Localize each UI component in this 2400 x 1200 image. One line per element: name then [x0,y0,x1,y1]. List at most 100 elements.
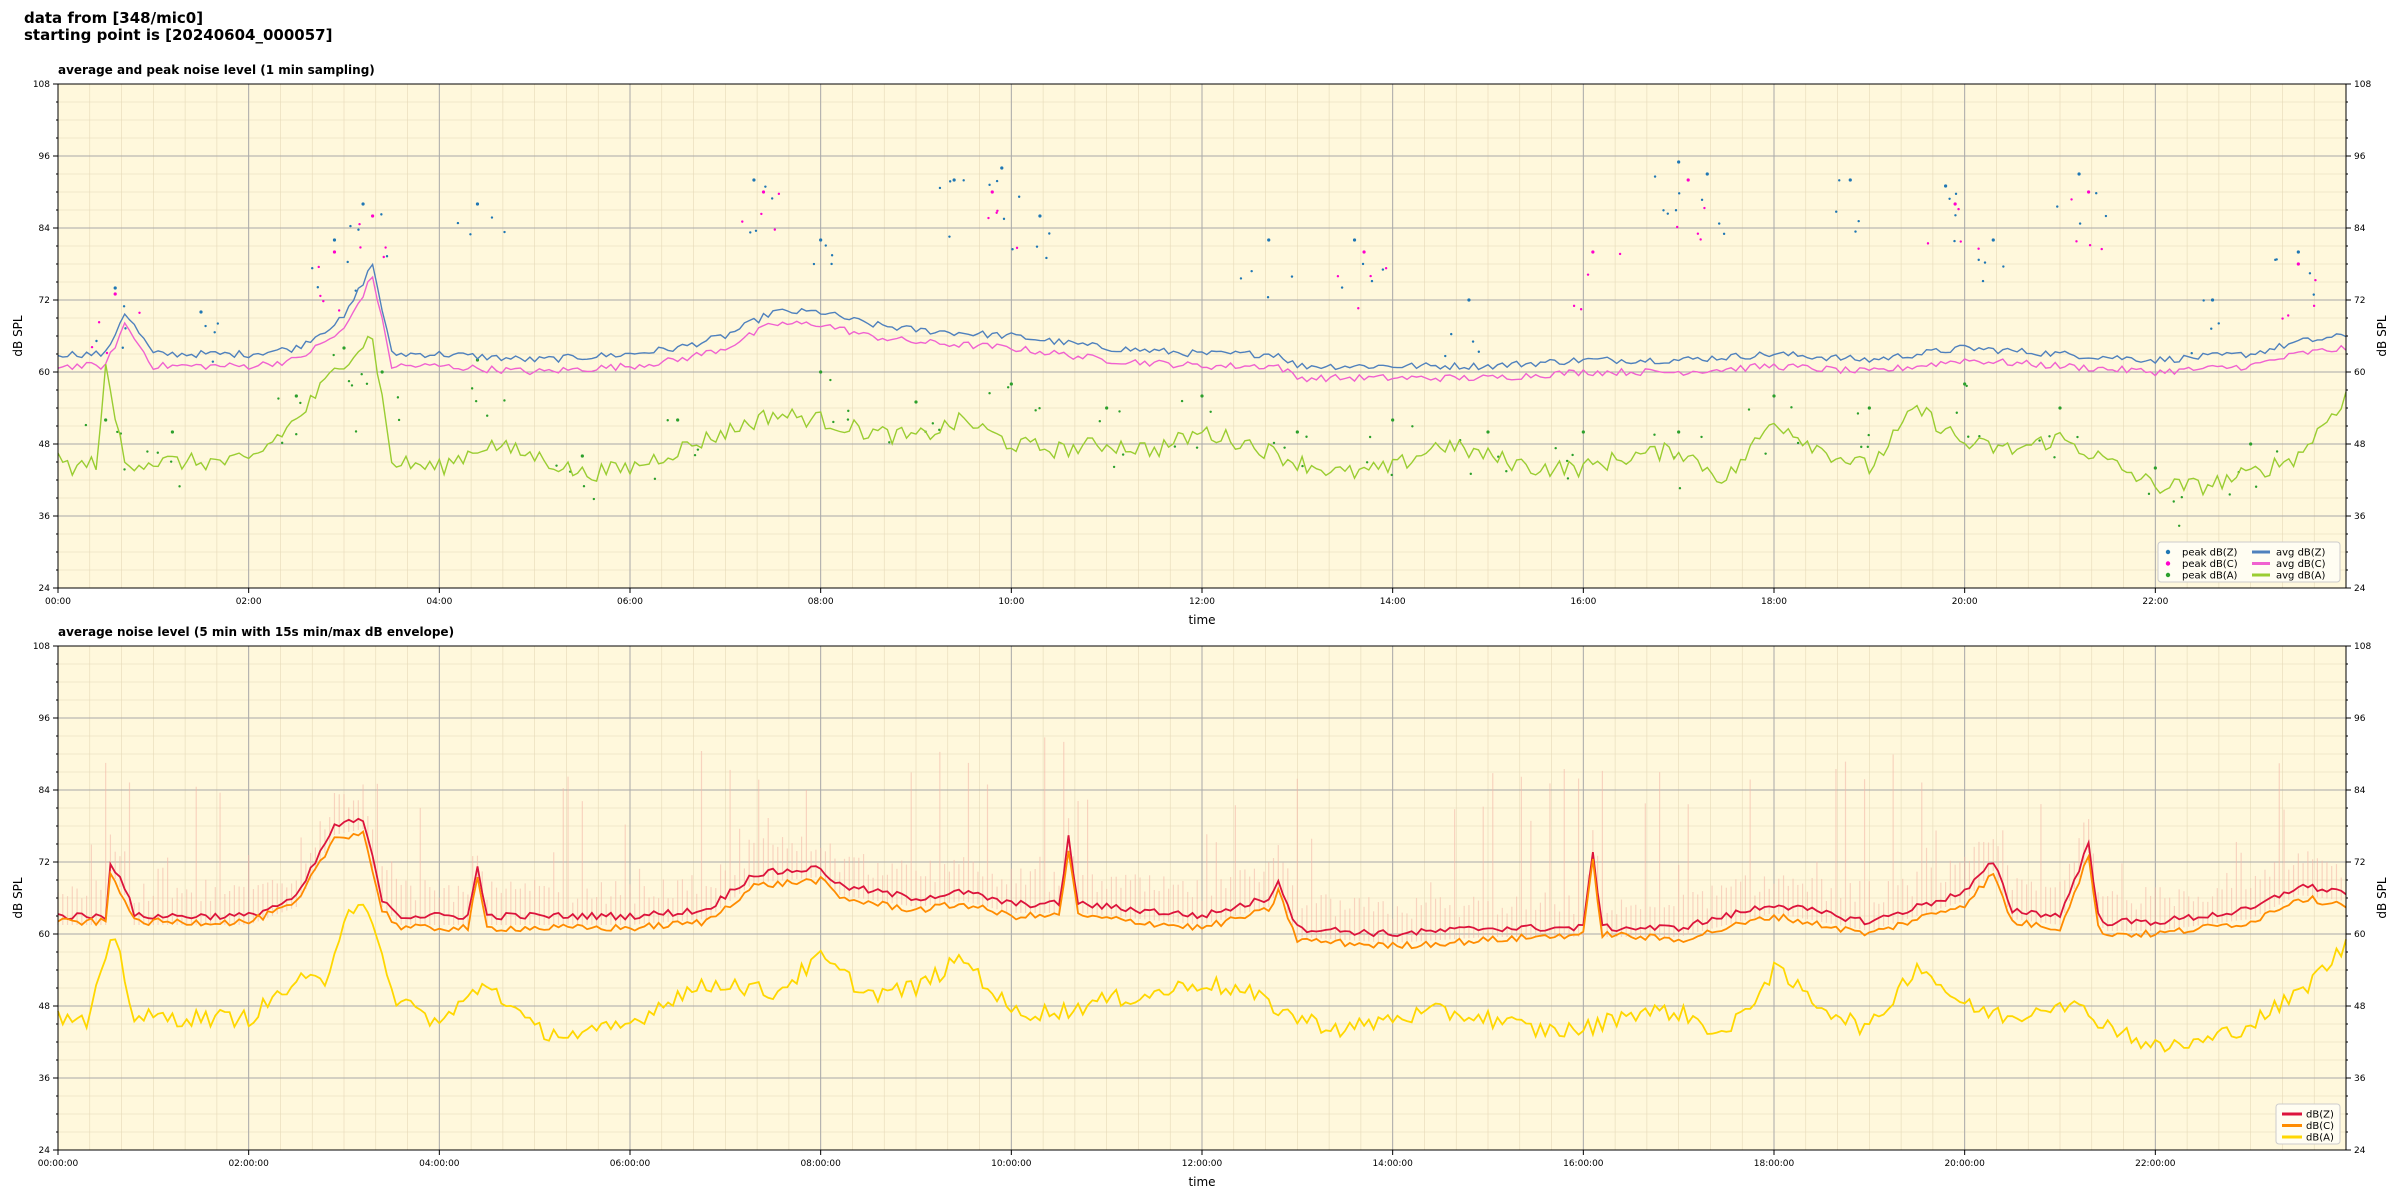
legend-entry: dB(A) [2306,1133,2334,1144]
peak-point [1272,441,1276,445]
series-line [57,817,2347,938]
peak-point [1772,394,1776,398]
x-tick-label: 22:00 [2142,597,2168,607]
peak-point [2104,214,2108,218]
chart-panel-2: 24 24 36 36 48 48 60 60 72 72 84 84 96 96 108 108 00:00:… [11,625,2389,1189]
peak-point [938,186,942,190]
peak-point [1450,332,1453,336]
peak-point [2070,198,2073,201]
x-tick-label: 06:00:00 [610,1159,651,1169]
y-tick-label-right: 96 [2354,714,2366,724]
peak-point [1700,435,1703,439]
x-tick-label: 12:00:00 [1182,1159,1223,1169]
peak-point [113,292,117,296]
peak-point [397,418,401,422]
y-tick-label-left: 96 [39,714,51,724]
peak-point [385,255,389,258]
peak-point [1579,308,1583,311]
peak-point [90,345,94,349]
peak-point [294,394,298,398]
y-tick-label-right: 48 [2354,1002,2366,1012]
y-tick-label-left: 24 [39,584,51,594]
peak-point [987,216,990,220]
peak-point [280,441,284,445]
peak-point [84,423,88,427]
peak-point [199,310,203,314]
y-tick-label-left: 36 [39,512,51,522]
peak-point [475,358,480,362]
peak-point [995,179,999,183]
x-tick-label: 12:00 [1189,597,1215,607]
peak-point [2002,265,2005,268]
peak-point [2075,240,2078,243]
peak-point [1955,411,1958,414]
x-tick-label: 00:00:00 [38,1159,79,1169]
y-tick-label-right: 24 [2354,584,2366,594]
peak-point [995,211,998,214]
y-tick-label-left: 108 [33,80,50,90]
x-tick-label: 02:00:00 [228,1159,269,1169]
series-line [57,335,2347,497]
peak-point [2314,278,2317,282]
peak-point [752,178,756,182]
peak-point [2100,247,2103,251]
legend-marker [2165,561,2171,566]
peak-point [2180,496,2184,499]
peak-point [1000,166,1004,170]
peak-point [1173,445,1177,448]
peak-point [948,180,952,183]
peak-point [2190,352,2193,355]
peak-point [469,233,472,236]
peak-point [371,214,375,218]
peak-point [1674,209,1678,212]
peak-point [2153,466,2157,470]
peak-point [1967,435,1970,438]
peak-point [1477,350,1481,353]
peak-point [1444,354,1447,358]
peak-point [2088,244,2092,247]
peak-point [1677,160,1681,164]
peak-point [1370,279,1374,283]
peak-point [2312,304,2316,308]
peak-point [1045,256,1048,260]
peak-point [996,209,999,212]
peak-point [456,221,460,225]
peak-point [1105,406,1109,410]
peak-point [2254,485,2258,488]
legend-entry: avg dB(C) [2276,559,2326,570]
peak-point [749,231,752,234]
y-tick-label-right: 60 [2354,930,2366,940]
peak-point [216,322,220,325]
peak-point [761,190,766,194]
peak-point [1678,487,1682,490]
peak-point [1362,250,1366,254]
peak-point [475,202,480,206]
peak-point [2087,190,2091,194]
legend-entry: dB(C) [2306,1121,2334,1132]
peak-point [754,229,758,232]
peak-point [1790,406,1793,409]
peak-point [1677,192,1681,195]
peak-point [365,382,369,386]
series-line [57,275,2347,383]
peak-point [2275,450,2279,453]
peak-point [1565,459,1569,463]
peak-point [2296,250,2300,254]
peak-point [824,244,827,247]
legend-box [2157,541,2341,583]
peak-point [1015,246,1019,250]
peak-point [1471,340,1475,343]
peak-point [485,414,489,417]
peak-point [1505,470,1508,473]
peak-point [332,238,337,242]
peak-point [2095,191,2098,195]
y-axis-label-right: dB SPL [2375,877,2389,919]
chart-panel-1: 24 24 36 36 48 48 60 60 72 72 84 84 96 96 108 108 00:00 0… [11,63,2389,627]
series-line [57,903,2347,1053]
peak-point [1017,195,1021,198]
peak-point [1352,238,1357,242]
legend-entry: peak dB(A) [2182,571,2238,582]
peak-point [346,260,349,264]
peak-point [1048,232,1051,235]
peak-point [812,262,816,266]
